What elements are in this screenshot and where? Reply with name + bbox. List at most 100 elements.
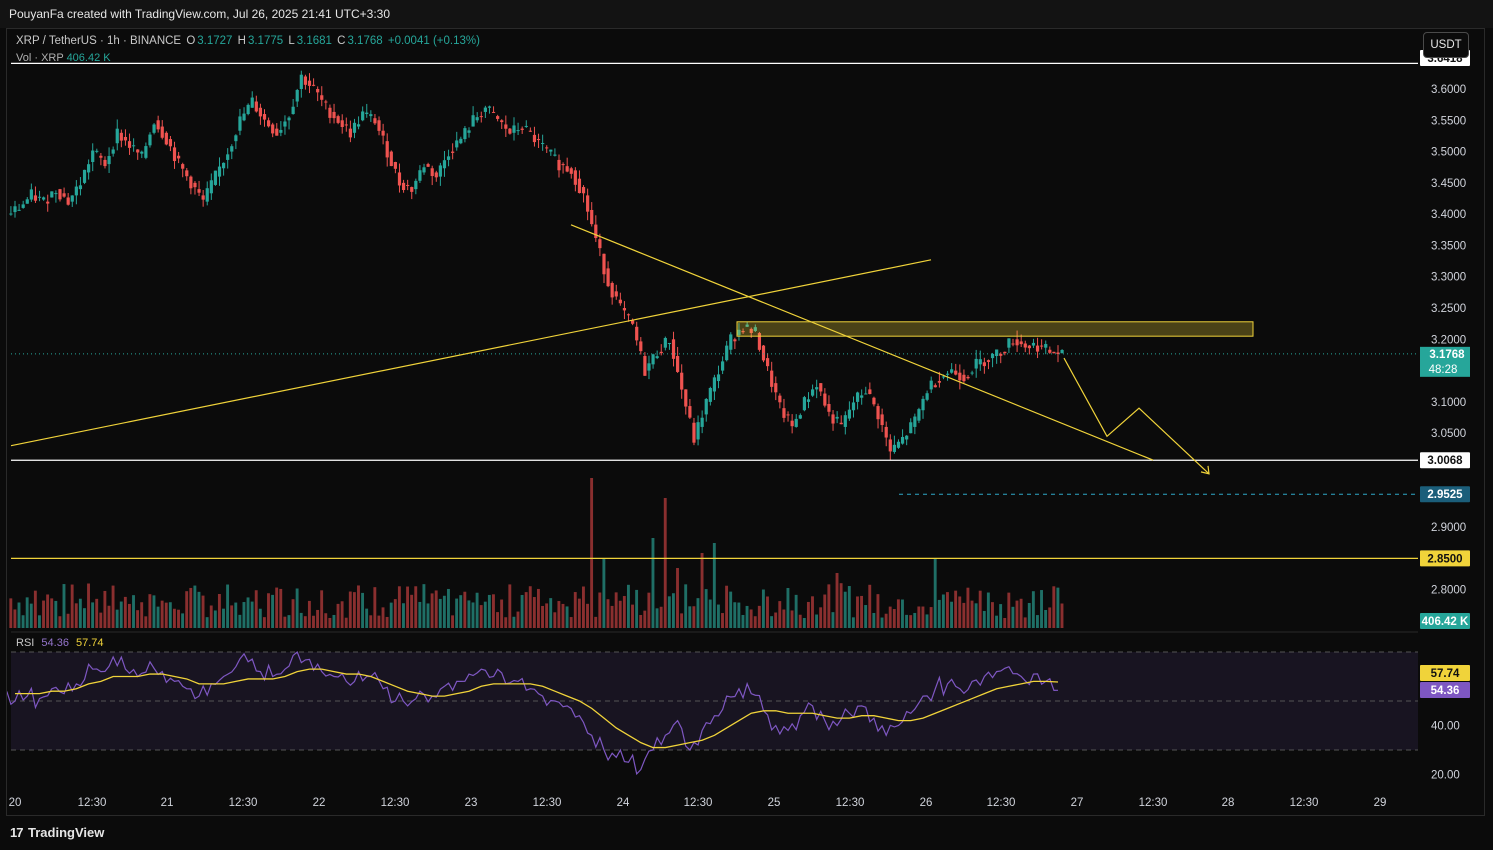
candle-body	[884, 426, 888, 438]
volume-bar	[565, 606, 569, 628]
volume-bar	[283, 616, 287, 628]
volume-bar	[786, 588, 790, 628]
symbol-info[interactable]: XRP / TetherUS · 1h · BINANCE	[16, 35, 182, 47]
volume-bar	[70, 584, 74, 628]
rising-trendline	[10, 259, 932, 447]
volume-bar	[99, 612, 103, 628]
volume-bar	[389, 602, 393, 628]
candle-body	[851, 402, 856, 411]
candle-body	[42, 197, 46, 200]
volume-bar	[700, 553, 704, 628]
volume-bar	[217, 593, 221, 628]
volume-bar	[1040, 590, 1043, 628]
price-tick-label: 3.6000	[1431, 84, 1466, 96]
volume-bar	[766, 596, 769, 628]
candle-body	[909, 422, 913, 434]
candle-body	[643, 356, 647, 376]
volume-bar	[553, 612, 557, 628]
volume-bar	[909, 615, 913, 628]
volume-bar	[847, 586, 851, 628]
candle-body	[189, 176, 193, 189]
candle-body	[201, 195, 205, 200]
volume-bar	[532, 597, 536, 628]
footer	[0, 816, 1493, 850]
candle-body	[373, 118, 377, 124]
volume-bar	[185, 591, 189, 628]
candle-body	[303, 76, 308, 85]
chart-frame[interactable]: 3.6000 3.5500 3.5000 3.4500 3.4000 3.3500 3.30…	[6, 28, 1485, 816]
candle-body	[389, 151, 393, 167]
volume-bar	[995, 615, 998, 628]
volume-bar	[843, 591, 847, 628]
candle-body	[205, 188, 209, 202]
rsi-ma-line	[15, 668, 1059, 749]
candle-body	[291, 106, 295, 115]
tradingview-logo[interactable]: 17 TradingView	[10, 825, 104, 840]
volume-bar	[430, 593, 434, 628]
candle-body	[123, 136, 128, 141]
candle-body	[990, 353, 995, 359]
volume-bar	[806, 601, 810, 628]
volume-bar	[839, 583, 843, 628]
volume-bar	[978, 590, 982, 628]
candle-body	[136, 149, 140, 153]
volume-bar	[242, 602, 246, 628]
candle-body	[843, 415, 847, 427]
candle-body	[287, 117, 291, 121]
volume-bar	[181, 613, 185, 628]
volume-bar	[250, 601, 254, 628]
candle-body	[246, 104, 250, 115]
candle-body	[864, 393, 868, 395]
volume-bar	[537, 588, 540, 628]
volume-bar	[168, 602, 172, 628]
volume-bar	[811, 596, 814, 628]
currency-button[interactable]: USDT	[1423, 32, 1469, 58]
volume-bar	[692, 606, 696, 628]
volume-bar	[520, 594, 524, 628]
candle-body	[422, 167, 426, 173]
volume-bar	[1023, 617, 1027, 628]
volume-bar	[716, 604, 720, 628]
candle-body	[111, 149, 115, 154]
volume-bar	[950, 601, 953, 628]
volume-bar	[1027, 602, 1031, 628]
volume-bar	[254, 590, 258, 628]
close-value: 3.1768	[347, 35, 383, 47]
volume-bar	[647, 592, 651, 628]
volume-bar	[667, 596, 671, 628]
price-tick-label: 3.2000	[1431, 334, 1466, 346]
volume-bar	[316, 609, 320, 628]
chart-credit: PouyanFa created with TradingView.com, J…	[9, 7, 391, 21]
candle-body	[463, 128, 467, 140]
price-tick-label: 3.4000	[1431, 209, 1466, 221]
volume-bar	[774, 612, 778, 628]
candle-body	[680, 372, 684, 390]
candle-body	[299, 74, 303, 89]
candle-body	[594, 224, 598, 239]
candle-body	[434, 172, 438, 178]
candle-body	[770, 370, 774, 387]
time-tick-label: 12:30	[1139, 797, 1168, 809]
volume-bar	[209, 605, 213, 628]
candle-body	[50, 191, 54, 198]
candle-body	[557, 159, 561, 171]
volume-bar	[618, 600, 622, 628]
volume-legend[interactable]: Vol · XRP 406.42 K	[16, 52, 111, 64]
candle-body	[37, 196, 42, 198]
chart-canvas[interactable]: 3.6000 3.5500 3.5000 3.4500 3.4000 3.3500 3.30…	[7, 29, 1484, 815]
rsi-legend[interactable]: RSI 54.36 57.74	[16, 637, 104, 649]
top-bar: PouyanFa created with TradingView.com, J…	[0, 0, 1493, 28]
candle-body	[254, 101, 258, 112]
volume-bar	[929, 607, 933, 628]
volume-bar	[136, 610, 140, 628]
volume-bar	[459, 595, 463, 628]
price-tick-label: 2.8000	[1431, 585, 1466, 597]
volume-bar	[111, 585, 115, 628]
volume-bar	[872, 612, 876, 628]
time-tick-label: 29	[1374, 797, 1387, 809]
candle-body	[753, 327, 757, 331]
candle-body	[561, 164, 565, 166]
volume-bar	[610, 605, 614, 628]
candle-body	[275, 128, 279, 136]
